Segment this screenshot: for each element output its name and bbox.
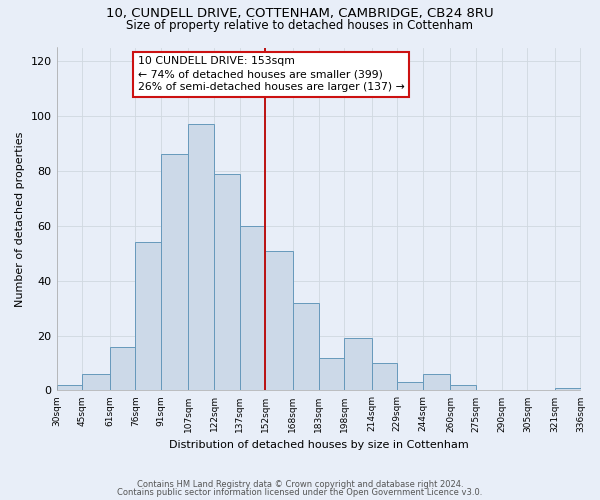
Bar — [136, 242, 161, 390]
Bar — [82, 374, 110, 390]
Bar — [240, 226, 265, 390]
Bar — [293, 302, 319, 390]
Bar — [265, 250, 293, 390]
Bar — [319, 358, 344, 390]
Y-axis label: Number of detached properties: Number of detached properties — [15, 132, 25, 306]
Text: Contains HM Land Registry data © Crown copyright and database right 2024.: Contains HM Land Registry data © Crown c… — [137, 480, 463, 489]
Bar — [161, 154, 188, 390]
Text: Size of property relative to detached houses in Cottenham: Size of property relative to detached ho… — [127, 19, 473, 32]
Bar — [423, 374, 451, 390]
X-axis label: Distribution of detached houses by size in Cottenham: Distribution of detached houses by size … — [169, 440, 469, 450]
Bar — [110, 346, 136, 391]
Bar — [188, 124, 214, 390]
Bar — [214, 174, 240, 390]
Bar — [451, 385, 476, 390]
Bar — [397, 382, 423, 390]
Bar — [344, 338, 371, 390]
Text: Contains public sector information licensed under the Open Government Licence v3: Contains public sector information licen… — [118, 488, 482, 497]
Bar — [555, 388, 581, 390]
Bar — [371, 363, 397, 390]
Text: 10 CUNDELL DRIVE: 153sqm
← 74% of detached houses are smaller (399)
26% of semi-: 10 CUNDELL DRIVE: 153sqm ← 74% of detach… — [138, 56, 404, 92]
Bar — [56, 385, 82, 390]
Text: 10, CUNDELL DRIVE, COTTENHAM, CAMBRIDGE, CB24 8RU: 10, CUNDELL DRIVE, COTTENHAM, CAMBRIDGE,… — [106, 8, 494, 20]
